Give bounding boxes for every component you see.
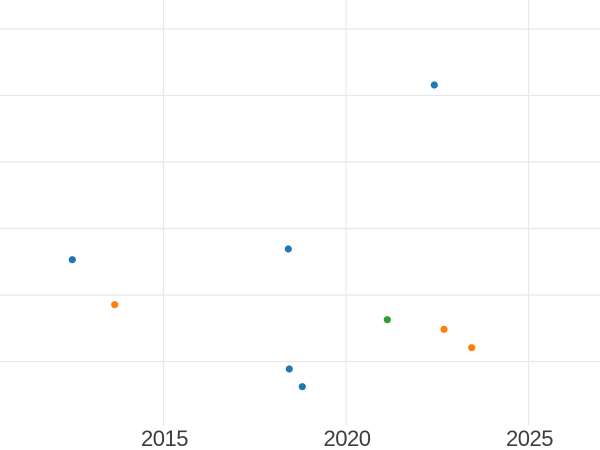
data-point-series-blue [298, 383, 306, 391]
x-tick-label: 2015 [141, 426, 188, 450]
data-point-series-orange [468, 344, 476, 352]
data-point-series-orange [111, 301, 119, 309]
data-point-series-green [383, 316, 391, 324]
data-point-series-blue [430, 81, 438, 89]
x-tick-label: 2020 [323, 426, 371, 450]
data-point-series-blue [68, 256, 76, 264]
data-point-series-orange [440, 325, 448, 333]
data-point-series-blue [285, 365, 293, 373]
x-tick-label: 2025 [506, 426, 553, 450]
data-point-series-blue [284, 245, 292, 253]
